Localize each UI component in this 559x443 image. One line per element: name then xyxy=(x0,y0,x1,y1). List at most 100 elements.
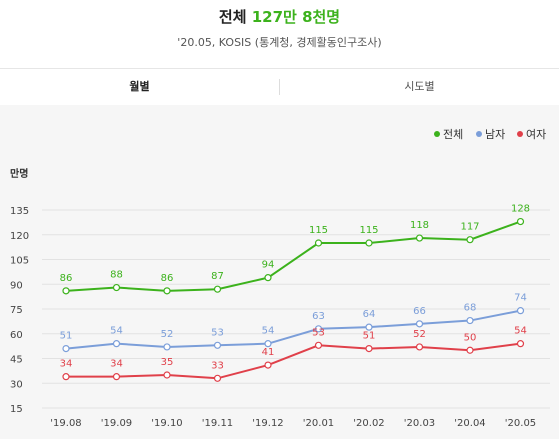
legend-label-female[interactable]: 여자 xyxy=(526,128,546,141)
data-point-female[interactable] xyxy=(112,373,121,381)
legend-marker-male xyxy=(476,131,482,137)
y-tick-label: 135 xyxy=(10,206,29,217)
data-label-female: 35 xyxy=(161,357,174,368)
data-point-male[interactable] xyxy=(365,323,373,331)
y-tick-label: 120 xyxy=(10,231,29,242)
data-point-female[interactable] xyxy=(365,345,373,353)
data-point-male[interactable] xyxy=(466,316,474,325)
x-tick-label: '19.10 xyxy=(151,418,182,429)
data-point-total[interactable] xyxy=(163,287,171,295)
data-point-female[interactable] xyxy=(516,340,525,348)
data-point-female[interactable] xyxy=(163,371,171,379)
x-tick-label: '20.05 xyxy=(505,418,536,429)
data-label-female: 33 xyxy=(211,360,224,371)
page-subtitle: '20.05, KOSIS (통계청, 경제활동인구조사) xyxy=(177,36,382,49)
data-label-male: 66 xyxy=(413,306,426,317)
data-point-total[interactable] xyxy=(314,239,323,247)
x-tick-label: '20.04 xyxy=(454,418,485,429)
data-point-total[interactable] xyxy=(264,274,272,282)
chart-area: 15 30 45 60 75 90 105 120 135 '19.08 '19.09 '19.10… xyxy=(0,105,559,439)
legend-label-male[interactable]: 남자 xyxy=(485,128,505,141)
data-point-female[interactable] xyxy=(314,341,323,349)
data-label-male: 52 xyxy=(161,329,174,340)
data-point-female[interactable] xyxy=(415,343,424,351)
data-point-male[interactable] xyxy=(112,340,121,348)
data-label-total: 86 xyxy=(60,273,73,284)
x-axis-ticks: '19.08 '19.09 '19.10 '19.11 '19.12 '20.01 '20.… xyxy=(50,418,536,429)
tab-by-region[interactable]: 시도별 xyxy=(404,80,435,93)
y-tick-label: 90 xyxy=(10,280,23,291)
x-tick-label: '19.12 xyxy=(252,418,283,429)
data-label-total: 88 xyxy=(110,270,123,281)
legend-marker-female xyxy=(517,131,523,137)
data-point-female[interactable] xyxy=(213,374,222,382)
series-line-male xyxy=(65,309,521,350)
data-point-total[interactable] xyxy=(112,283,121,292)
data-label-male: 54 xyxy=(262,326,275,337)
data-label-male: 74 xyxy=(514,293,527,304)
data-point-total[interactable] xyxy=(516,217,525,226)
x-tick-label: '19.09 xyxy=(101,418,132,429)
data-label-total: 94 xyxy=(262,260,275,271)
data-label-female: 52 xyxy=(413,329,426,340)
chart-series: 86 88 86 87 94 115 115 118 117 128 51 54 52 53 54 63 64 6… xyxy=(60,204,530,382)
data-point-total[interactable] xyxy=(213,285,222,293)
data-label-male: 64 xyxy=(363,309,376,320)
data-point-female[interactable] xyxy=(264,361,272,369)
data-label-total: 115 xyxy=(309,225,328,236)
chart-grid xyxy=(42,209,550,409)
x-tick-label: '20.03 xyxy=(404,418,435,429)
data-label-female: 51 xyxy=(363,331,376,342)
tab-bar: 월별 시도별 xyxy=(0,68,559,106)
data-label-total: 115 xyxy=(359,225,378,236)
header: 전체 127만 8천명 '20.05, KOSIS (통계청, 경제활동인구조사… xyxy=(0,0,559,68)
y-tick-label: 105 xyxy=(10,256,29,267)
page-title: 전체 127만 8천명 xyxy=(0,6,559,27)
series-line-total xyxy=(65,220,521,292)
data-label-female: 50 xyxy=(464,332,477,343)
tab-monthly[interactable]: 월별 xyxy=(129,80,150,93)
x-tick-label: '19.11 xyxy=(202,418,233,429)
data-point-male[interactable] xyxy=(264,340,272,348)
data-point-total[interactable] xyxy=(466,236,474,244)
data-label-total: 87 xyxy=(211,271,224,282)
title-prefix: 전체 xyxy=(218,8,247,26)
line-chart: 15 30 45 60 75 90 105 120 135 '19.08 '19.09 '19.10… xyxy=(10,128,550,429)
data-label-total: 128 xyxy=(511,204,530,215)
data-point-total[interactable] xyxy=(415,234,424,242)
data-label-total: 86 xyxy=(161,273,174,284)
data-point-total[interactable] xyxy=(62,287,70,295)
tab-divider xyxy=(279,79,280,95)
data-point-male[interactable] xyxy=(314,325,323,333)
series-line-female xyxy=(66,342,521,380)
y-axis-ticks: 15 30 45 60 75 90 105 120 135 xyxy=(10,206,29,415)
data-point-female[interactable] xyxy=(466,346,474,354)
data-point-total[interactable] xyxy=(365,239,373,247)
legend-label-total[interactable]: 전체 xyxy=(443,128,463,141)
data-label-male: 54 xyxy=(110,326,123,337)
y-tick-label: 45 xyxy=(10,355,23,366)
data-label-female: 34 xyxy=(110,359,123,370)
data-label-male: 63 xyxy=(312,311,325,322)
data-point-male[interactable] xyxy=(415,320,424,328)
data-point-male[interactable] xyxy=(62,345,70,353)
x-tick-label: '20.02 xyxy=(353,418,384,429)
data-label-female: 53 xyxy=(312,327,325,338)
data-point-male[interactable] xyxy=(213,341,222,349)
y-tick-label: 15 xyxy=(10,404,23,415)
data-label-male: 51 xyxy=(60,331,73,342)
data-point-female[interactable] xyxy=(62,373,70,381)
y-axis-label: 만명 xyxy=(10,167,28,180)
y-tick-label: 60 xyxy=(10,330,23,341)
y-tick-label: 30 xyxy=(10,379,23,390)
data-label-male: 68 xyxy=(464,303,477,314)
legend-marker-total xyxy=(434,131,440,137)
data-label-female: 34 xyxy=(60,359,73,370)
chart-legend: 전체 남자 여자 xyxy=(434,128,546,141)
title-value: 127만 8천명 xyxy=(251,8,341,26)
data-label-male: 53 xyxy=(211,327,224,338)
data-point-male[interactable] xyxy=(163,343,171,351)
data-point-male[interactable] xyxy=(516,307,525,315)
y-tick-label: 75 xyxy=(10,305,23,316)
data-label-total: 118 xyxy=(410,220,429,231)
